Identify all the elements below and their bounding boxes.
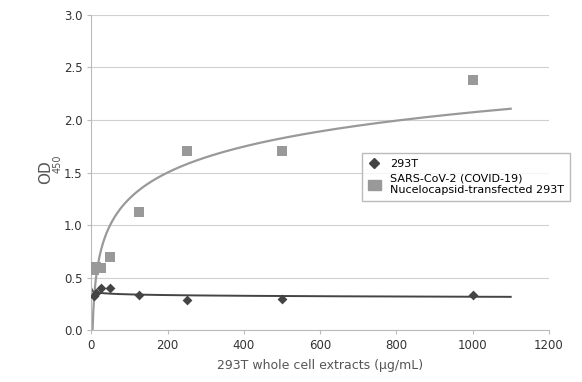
Point	[89, 293, 98, 299]
Point	[96, 285, 105, 291]
Point	[106, 285, 115, 291]
Point	[89, 267, 98, 274]
Point	[278, 296, 287, 302]
Point	[134, 291, 144, 298]
Point	[468, 291, 477, 298]
Text: 450: 450	[52, 154, 62, 173]
Point	[468, 77, 477, 83]
Point	[278, 149, 287, 155]
Point	[91, 290, 101, 296]
Point	[91, 264, 101, 270]
Point	[106, 254, 115, 260]
X-axis label: 293T whole cell extracts (μg/mL): 293T whole cell extracts (μg/mL)	[217, 359, 423, 372]
Legend: 293T, SARS-CoV-2 (COVID-19)
Nucelocapsid-transfected 293T: 293T, SARS-CoV-2 (COVID-19) Nucelocapsid…	[362, 153, 570, 201]
Point	[182, 149, 191, 155]
Point	[182, 297, 191, 303]
Point	[134, 209, 144, 215]
Point	[96, 265, 105, 271]
Text: OD: OD	[38, 161, 53, 185]
